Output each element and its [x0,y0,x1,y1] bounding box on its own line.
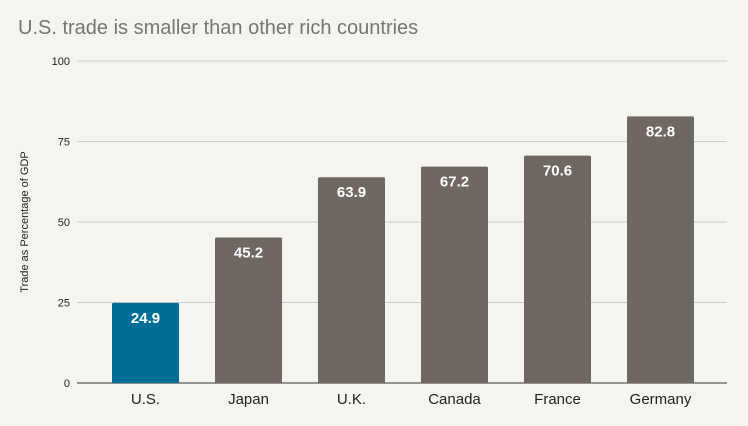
bar [318,177,385,383]
bar-value-label: 82.8 [646,123,675,140]
x-category-label: Japan [228,391,269,408]
x-category-label: U.K. [337,391,366,408]
y-tick-label: 50 [58,217,70,229]
gridlines [77,60,727,384]
bar [627,116,694,383]
x-category-label: Germany [630,391,692,408]
y-axis-ticks: 0 25 50 75 100 [52,56,70,390]
bar-value-label: 67.2 [440,174,469,191]
x-axis-categories: U.S. Japan U.K. Canada France Germany [131,391,692,408]
y-tick-label: 75 [58,137,70,149]
bar-value-label: 63.9 [337,184,366,201]
bar-value-label: 24.9 [131,310,160,327]
chart-title: U.S. trade is smaller than other rich co… [18,17,419,39]
x-category-label: Canada [428,391,481,408]
x-category-label: U.S. [131,391,160,408]
x-category-label: France [534,391,581,408]
bar [524,155,591,383]
bar [215,237,282,383]
y-tick-label: 25 [58,298,70,310]
bars: 24.9 45.2 63.9 67.2 70.6 82.8 [112,116,694,383]
bar [112,302,179,383]
y-axis-title: Trade as Percentage of GDP [19,151,31,292]
y-tick-label: 0 [64,378,70,390]
y-tick-label: 100 [52,56,70,68]
bar-value-label: 70.6 [543,163,572,180]
bar [421,166,488,383]
bar-value-label: 45.2 [234,244,263,261]
